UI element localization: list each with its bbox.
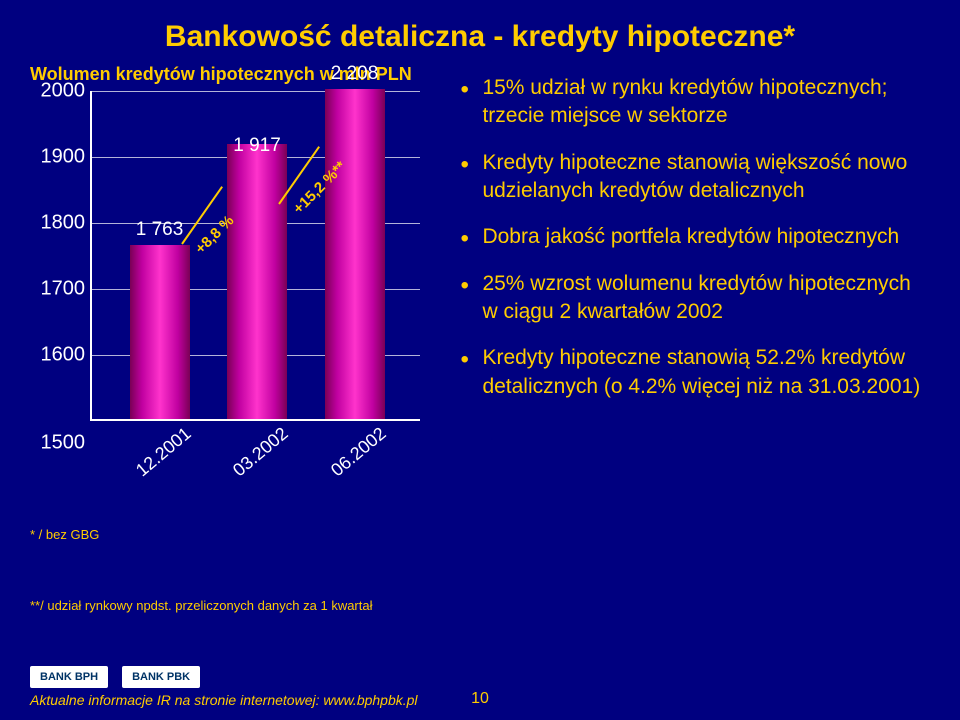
slide-title: Bankowość detaliczna - kredyty hipoteczn… xyxy=(0,0,960,64)
bar xyxy=(227,144,287,419)
bar-value-label: 1 763 xyxy=(130,219,190,241)
footer-note: Aktualne informacje IR na stronie intern… xyxy=(30,692,418,708)
y-tick-label: 2000 xyxy=(30,80,85,103)
y-tick-label: 1900 xyxy=(30,146,85,169)
bar-group: 2 208 xyxy=(325,89,385,419)
chart-panel: Wolumen kredytów hipotecznych w mln PLN … xyxy=(30,64,460,613)
chart-footnote-1: * / bez GBG xyxy=(30,527,460,542)
y-tick-label: 1600 xyxy=(30,344,85,367)
x-tick-label: 06.2002 xyxy=(327,423,390,481)
x-tick-label: 12.2001 xyxy=(132,423,195,481)
logo-row: BANK BPH BANK PBK xyxy=(30,666,418,688)
chart-footnote-2: **/ udział rynkowy npdst. przeliczonych … xyxy=(30,598,460,613)
logo-bph: BANK BPH xyxy=(30,666,108,688)
bar-chart: 1 7631 9172 208+8,8 %+15,2 %** 160017001… xyxy=(30,91,430,471)
bar xyxy=(325,89,385,419)
bullet-item: 15% udział w rynku kredytów hipotecznych… xyxy=(460,74,930,131)
y-tick-label: 1800 xyxy=(30,212,85,235)
bullet-item: 25% wzrost wolumenu kredytów hipotecznyc… xyxy=(460,270,930,327)
x-tick-label: 03.2002 xyxy=(229,423,292,481)
bar-value-label: 1 917 xyxy=(227,135,287,157)
bullet-item: Kredyty hipoteczne stanowią większość no… xyxy=(460,149,930,206)
plot-area: 1 7631 9172 208+8,8 %+15,2 %** xyxy=(90,91,420,421)
y-tick-label: 1700 xyxy=(30,278,85,301)
content-row: Wolumen kredytów hipotecznych w mln PLN … xyxy=(0,64,960,613)
y-tick-label: 1500 xyxy=(30,432,85,455)
bar-value-label: 2 208 xyxy=(325,63,385,85)
bullet-item: Kredyty hipoteczne stanowią 52.2% kredyt… xyxy=(460,344,930,401)
bullet-item: Dobra jakość portfela kredytów hipoteczn… xyxy=(460,223,930,251)
chart-subtitle: Wolumen kredytów hipotecznych w mln PLN xyxy=(30,64,460,85)
bullet-list: 15% udział w rynku kredytów hipotecznych… xyxy=(460,64,930,613)
footer: BANK BPH BANK PBK Aktualne informacje IR… xyxy=(30,666,930,708)
bar-group: 1 763 xyxy=(130,89,190,419)
page-number: 10 xyxy=(471,690,489,708)
bar-group: 1 917 xyxy=(227,89,287,419)
bar xyxy=(130,245,190,419)
logo-pbk: BANK PBK xyxy=(122,666,200,688)
